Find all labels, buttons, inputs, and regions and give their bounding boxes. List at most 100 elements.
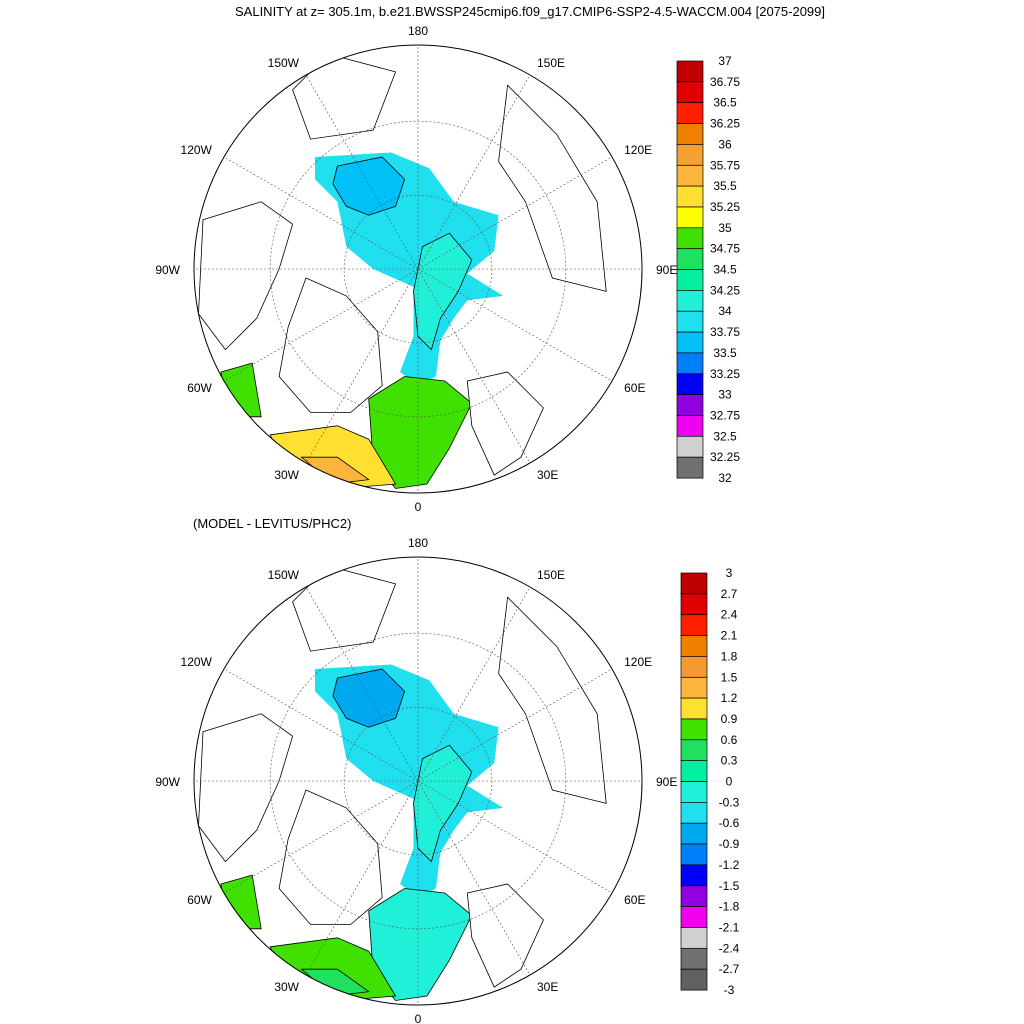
colorbar-label: 36 <box>718 137 732 151</box>
colorbar-label: 2.7 <box>721 587 738 601</box>
colorbar-label: 1.5 <box>721 670 738 684</box>
meridian-line <box>305 586 419 782</box>
colorbar-label: 0.6 <box>721 733 738 747</box>
colorbar-swatch <box>680 718 708 741</box>
colorbar-swatch <box>676 435 704 458</box>
meridian-line <box>305 268 419 464</box>
longitude-label: 30W <box>274 468 299 482</box>
meridian-line <box>223 668 419 782</box>
colorbar-swatch <box>676 164 704 187</box>
colorbar-label: 35.5 <box>713 179 737 193</box>
colorbar-label: 0 <box>726 775 733 789</box>
difference-subtitle: (MODEL - LEVITUS/PHC2) <box>193 516 351 531</box>
longitude-label: 0 <box>415 500 422 514</box>
colorbar-label: -3 <box>724 983 735 997</box>
eurasian-basin-field <box>413 232 473 351</box>
colorbar-swatch <box>680 802 708 824</box>
colorbar-swatch <box>680 697 708 720</box>
longitude-label: 90E <box>656 775 677 789</box>
longitude-label: 150E <box>537 568 565 582</box>
graticule <box>194 557 642 1005</box>
colorbar-label: 33 <box>718 388 732 402</box>
colorbar-label: 34.75 <box>710 242 740 256</box>
colorbar-label: 37 <box>718 54 732 68</box>
meridian-line <box>417 268 613 382</box>
longitude-label: 120E <box>624 143 652 157</box>
canada-basin-core-field <box>332 668 406 728</box>
colorbar-label: -2.1 <box>719 921 740 935</box>
latitude-circle <box>269 120 567 418</box>
colorbar-label: -1.5 <box>719 879 740 893</box>
meridian-line <box>305 74 419 270</box>
colorbar-label: -0.9 <box>719 837 740 851</box>
meridian-line <box>417 780 613 894</box>
colorbar-label: -1.2 <box>719 858 740 872</box>
colorbar-label: 35.25 <box>710 200 740 214</box>
colorbar-swatch <box>680 927 708 949</box>
colorbar-swatch <box>676 185 704 208</box>
longitude-label: 30E <box>537 980 558 994</box>
plot-title: SALINITY at z= 305.1m, b.e21.BWSSP245cmi… <box>235 4 825 19</box>
map-border <box>193 556 643 1006</box>
colorbar-label: 32.25 <box>710 450 740 464</box>
difference-colorbar: 3 2.7 2.4 2.1 1.8 1.5 1.2 0.9 0.6 0.3 0 -0.3 -0.6 -0.… <box>680 566 740 997</box>
longitude-label: 150W <box>268 56 300 70</box>
longitude-label: 120W <box>181 143 213 157</box>
colorbar-label: 32.75 <box>710 409 740 423</box>
longitude-label: 90E <box>656 263 677 277</box>
colorbar-label: 34 <box>718 304 732 318</box>
map-border <box>193 44 643 494</box>
colorbar-label: 1.8 <box>721 649 738 663</box>
meridian-line <box>417 74 531 270</box>
colorbar-label: 36.25 <box>710 117 740 131</box>
longitude-label: 120W <box>181 655 213 669</box>
alaska-coastline <box>292 565 397 652</box>
colorbar-label: 35 <box>718 221 732 235</box>
meridian-line <box>417 668 613 782</box>
colorbar-swatch <box>676 102 704 124</box>
colorbar-label: 35.75 <box>710 158 740 172</box>
colorbar-swatch <box>680 739 708 762</box>
longitude-label: 150W <box>268 568 300 582</box>
colorbar-swatch <box>676 331 704 354</box>
colorbar-label: -1.8 <box>719 900 740 914</box>
greenland-coastline <box>278 789 383 925</box>
colorbar-swatch <box>676 310 704 333</box>
longitude-label: 60W <box>187 381 212 395</box>
canada-basin-core-field <box>332 156 406 216</box>
longitude-label: 90W <box>155 263 180 277</box>
meridian-line <box>223 780 419 894</box>
siberia-coastline <box>498 84 607 292</box>
longitude-label: 180 <box>408 536 428 550</box>
latitude-circle <box>343 706 493 856</box>
canada-coastline <box>198 201 294 351</box>
colorbar-label: 34.25 <box>710 283 740 297</box>
colorbar-label: 0.9 <box>721 712 738 726</box>
colorbar-swatch <box>676 123 704 145</box>
colorbar-label: 3 <box>726 566 733 580</box>
colorbar-label: 33.25 <box>710 367 740 381</box>
colorbar-swatch <box>680 593 708 616</box>
meridian-line <box>417 780 531 976</box>
longitude-label: 0 <box>415 1012 422 1024</box>
colorbar-swatch <box>676 60 704 83</box>
colorbar-swatch <box>676 144 704 166</box>
colorbar-label: -2.4 <box>719 941 740 955</box>
colorbar-label: -0.6 <box>719 816 740 830</box>
meridian-line <box>305 780 419 976</box>
siberia-coastline <box>498 596 607 804</box>
colorbar-swatch <box>680 676 708 699</box>
colorbar-swatch <box>680 822 708 845</box>
colorbar-swatch <box>680 843 708 866</box>
colorbar-swatch <box>676 269 704 291</box>
colorbar-swatch <box>676 206 704 229</box>
meridian-line <box>417 156 613 270</box>
colorbar-swatch <box>680 947 708 970</box>
colorbar-swatch <box>680 572 708 595</box>
colorbar-swatch <box>676 290 704 312</box>
colorbar-label: -2.7 <box>719 962 740 976</box>
colorbar-swatch <box>676 248 704 270</box>
longitude-label: 60W <box>187 893 212 907</box>
colorbar-swatch <box>680 864 708 887</box>
